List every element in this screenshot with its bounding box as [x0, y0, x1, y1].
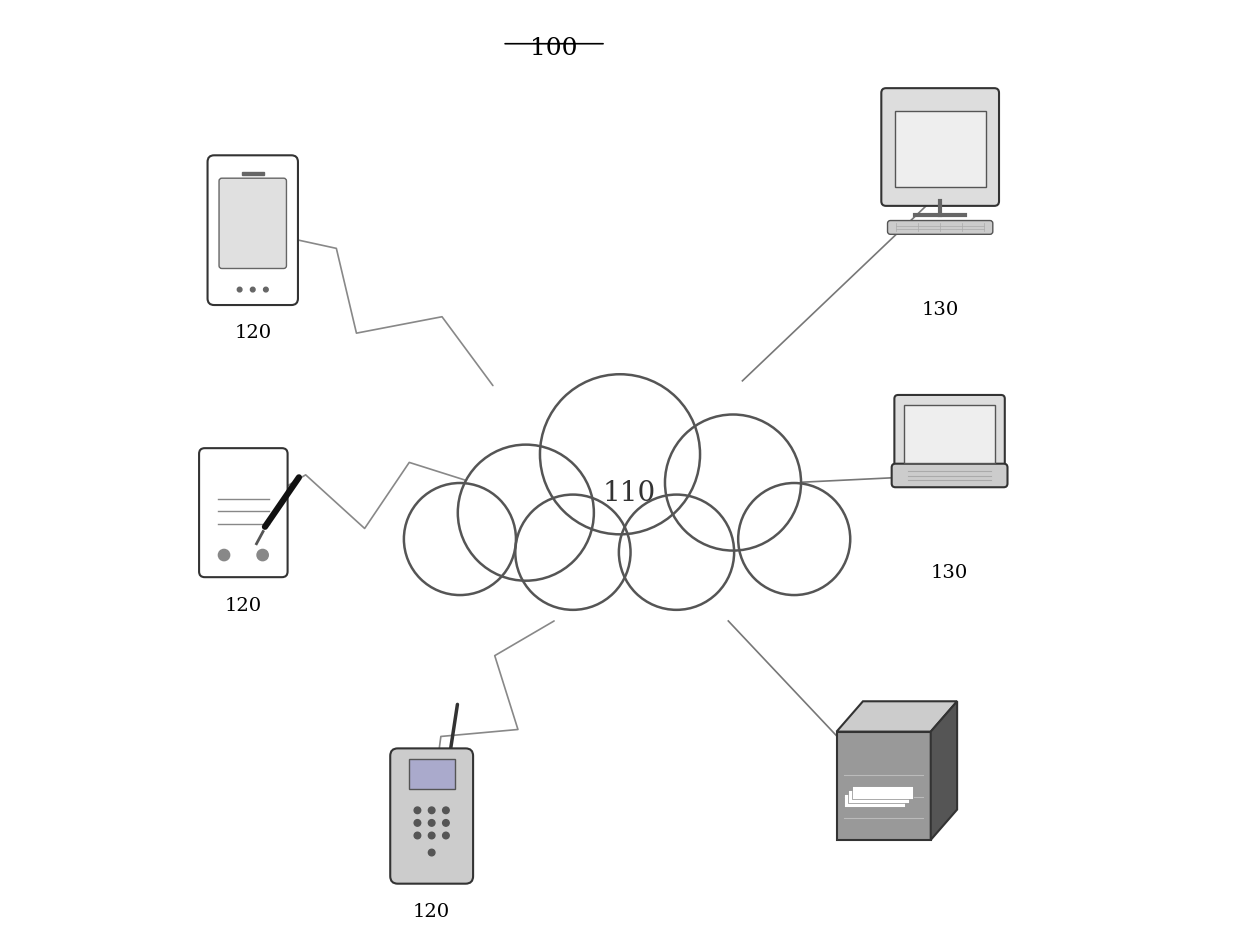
Circle shape: [516, 495, 631, 610]
Circle shape: [414, 820, 420, 826]
Text: 130: 130: [921, 301, 959, 319]
FancyBboxPatch shape: [200, 448, 288, 578]
Circle shape: [665, 414, 801, 551]
Text: 120: 120: [413, 903, 450, 922]
Circle shape: [443, 820, 449, 826]
Bar: [904, 405, 994, 463]
Circle shape: [458, 445, 594, 580]
Text: 120: 120: [224, 598, 262, 616]
Text: 110: 110: [603, 481, 656, 507]
Circle shape: [428, 832, 435, 839]
Circle shape: [428, 849, 435, 856]
Circle shape: [264, 287, 268, 292]
FancyBboxPatch shape: [882, 88, 999, 206]
FancyBboxPatch shape: [888, 220, 993, 235]
Circle shape: [218, 549, 229, 560]
Polygon shape: [848, 790, 909, 803]
Text: 130: 130: [931, 564, 968, 582]
Circle shape: [619, 495, 734, 610]
Circle shape: [414, 807, 420, 813]
FancyBboxPatch shape: [892, 464, 1007, 487]
Bar: [895, 111, 986, 187]
Bar: [242, 172, 264, 175]
Circle shape: [404, 483, 516, 595]
Circle shape: [443, 832, 449, 839]
Circle shape: [250, 287, 255, 292]
Circle shape: [443, 807, 449, 813]
Circle shape: [257, 549, 268, 560]
Text: 100: 100: [531, 37, 578, 60]
Polygon shape: [837, 701, 957, 732]
Circle shape: [539, 374, 701, 534]
Text: 120: 120: [234, 324, 272, 342]
Circle shape: [428, 807, 435, 813]
Circle shape: [428, 820, 435, 826]
FancyBboxPatch shape: [894, 395, 1004, 473]
Polygon shape: [837, 732, 931, 840]
FancyBboxPatch shape: [391, 749, 474, 884]
Circle shape: [738, 483, 851, 595]
Bar: [409, 759, 455, 788]
Polygon shape: [844, 794, 905, 808]
Polygon shape: [931, 701, 957, 840]
Circle shape: [237, 287, 242, 292]
Polygon shape: [852, 786, 913, 799]
Circle shape: [414, 832, 420, 839]
FancyBboxPatch shape: [219, 179, 286, 269]
FancyBboxPatch shape: [207, 155, 298, 305]
